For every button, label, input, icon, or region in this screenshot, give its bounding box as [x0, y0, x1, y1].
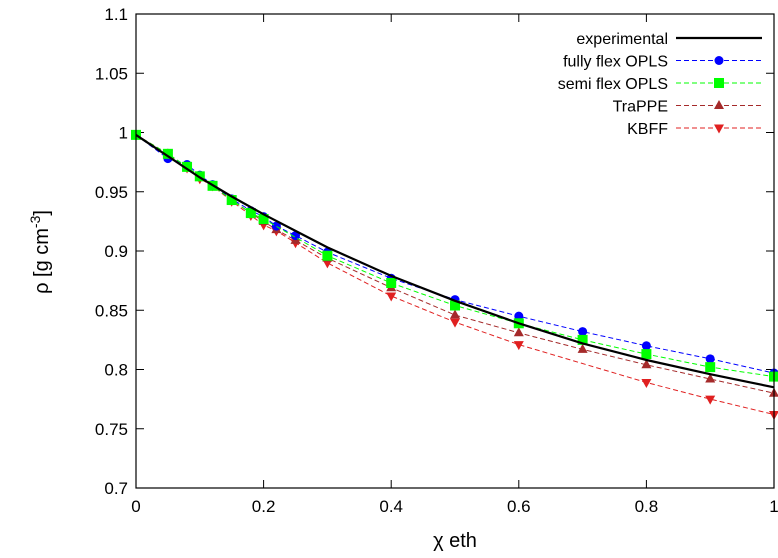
data-point-fully-flex-opls	[705, 354, 715, 364]
legend-marker	[714, 124, 724, 134]
legend-item-semi-flex-opls: semi flex OPLS	[558, 76, 762, 93]
legend-label: fully flex OPLS	[563, 54, 668, 71]
legend-label: experimental	[576, 31, 668, 48]
data-point-semi-flex-opls	[577, 334, 588, 345]
legend-label: KBFF	[627, 121, 668, 138]
y-axis-label-main: ρ [g cm	[31, 228, 53, 294]
data-point-trappe	[577, 343, 588, 353]
x-tick-label: 0.4	[379, 497, 403, 516]
x-tick-label: 0.2	[252, 497, 276, 516]
legend-marker	[714, 56, 724, 65]
legend-item-experimental: experimental	[576, 31, 762, 48]
data-point-semi-flex-opls	[162, 148, 173, 159]
series-line-semi-flex-opls	[135, 134, 775, 378]
legend-marker	[714, 100, 724, 109]
data-point-semi-flex-opls	[322, 250, 333, 261]
data-point-semi-flex-opls	[245, 208, 256, 219]
y-axis-label-exponent: -3	[27, 215, 43, 228]
data-point-kbff	[705, 395, 716, 405]
legend-item-trappe: TraPPE	[613, 99, 762, 116]
y-tick-label: 0.7	[104, 479, 128, 498]
data-point-semi-flex-opls	[705, 362, 716, 373]
y-tick-label: 1.1	[104, 5, 128, 24]
legend-label: semi flex OPLS	[558, 76, 668, 93]
data-point-semi-flex-opls	[182, 161, 193, 172]
y-tick-label: 0.95	[95, 183, 128, 202]
legend-label: TraPPE	[613, 99, 668, 116]
legend-item-kbff: KBFF	[627, 121, 762, 138]
y-axis-label-close: ]	[31, 210, 53, 216]
data-point-kbff	[641, 379, 652, 389]
x-tick-label: 0	[131, 497, 140, 516]
x-tick-label: 1	[769, 497, 778, 516]
x-tick-label: 0.6	[507, 497, 531, 516]
data-point-fully-flex-opls	[641, 341, 651, 351]
data-point-kbff	[513, 341, 524, 351]
y-axis-label: ρ [g cm-3]	[27, 210, 53, 294]
y-tick-label: 0.85	[95, 301, 128, 320]
x-axis-label: χ eth	[433, 530, 477, 552]
y-tick-label: 0.75	[95, 420, 128, 439]
data-point-fully-flex-opls	[578, 327, 588, 337]
y-tick-label: 1.05	[95, 64, 128, 83]
data-point-trappe	[513, 327, 524, 337]
legend-item-fully-flex-opls: fully flex OPLS	[563, 54, 762, 71]
series-line-experimental	[135, 133, 775, 389]
legend: experimental fully flex OPLS semi flex OPL…	[558, 31, 762, 138]
data-point-trappe	[450, 309, 460, 319]
data-point-trappe	[705, 373, 716, 383]
data-point-semi-flex-opls	[226, 195, 237, 206]
data-point-semi-flex-opls	[386, 277, 397, 288]
series-experimental	[135, 133, 775, 389]
y-tick-label: 0.9	[104, 242, 128, 261]
y-tick-label: 1	[119, 124, 128, 143]
series-layer	[131, 129, 778, 421]
data-point-fully-flex-opls	[291, 231, 300, 241]
legend-marker	[714, 78, 724, 88]
data-point-semi-flex-opls	[258, 214, 269, 225]
data-point-kbff	[386, 292, 397, 302]
y-tick-label: 0.8	[104, 361, 128, 380]
data-point-semi-flex-opls	[641, 349, 652, 360]
x-tick-label: 0.8	[635, 497, 659, 516]
data-point-trappe	[641, 359, 652, 369]
data-point-kbff	[450, 318, 460, 328]
data-point-semi-flex-opls	[450, 300, 460, 311]
data-point-fully-flex-opls	[271, 221, 281, 231]
plot-frame	[135, 13, 775, 489]
